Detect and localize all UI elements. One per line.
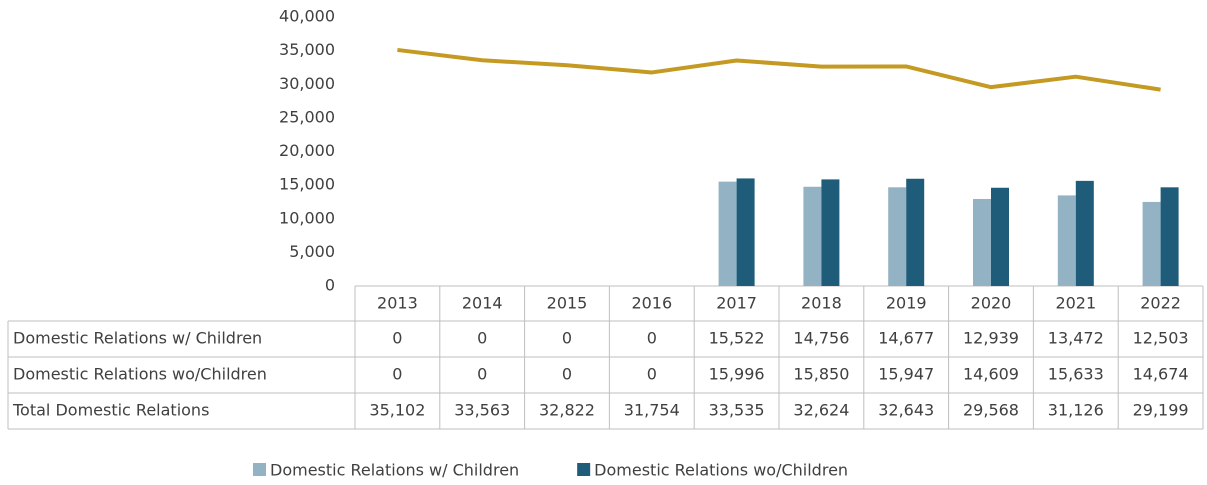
table-cell: 31,126 <box>1048 401 1104 420</box>
table-cell: 29,568 <box>963 401 1019 420</box>
y-tick-label: 25,000 <box>279 107 335 126</box>
bar <box>1142 201 1161 286</box>
table-cell: 0 <box>647 365 657 384</box>
y-tick-label: 10,000 <box>279 208 335 227</box>
table-cell: 31,754 <box>624 401 680 420</box>
bar <box>991 187 1009 286</box>
table-cell: 35,102 <box>369 401 425 420</box>
table-cell: 15,850 <box>793 365 849 384</box>
table-cell: 29,199 <box>1133 401 1189 420</box>
table-cell: 0 <box>477 329 487 348</box>
table-cell: 14,609 <box>963 365 1019 384</box>
y-tick-label: 0 <box>325 276 335 295</box>
table-cell: 0 <box>392 365 402 384</box>
legend-swatch <box>253 463 266 476</box>
table-row-header: Total Domestic Relations <box>12 401 209 420</box>
table-cell: 15,522 <box>709 329 765 348</box>
table-cell: 13,472 <box>1048 329 1104 348</box>
table-cell: 15,996 <box>709 365 765 384</box>
bar <box>718 181 737 286</box>
y-tick-label: 15,000 <box>279 175 335 194</box>
bar <box>1160 187 1179 286</box>
bar <box>888 187 907 286</box>
x-tick-label: 2020 <box>971 294 1012 313</box>
legend-label: Domestic Relations wo/Children <box>594 461 848 480</box>
table-cell: 0 <box>562 329 572 348</box>
table-cell: 12,939 <box>963 329 1019 348</box>
x-tick-label: 2021 <box>1055 294 1096 313</box>
table-cell: 32,643 <box>878 401 934 420</box>
table-cell: 15,947 <box>878 365 934 384</box>
y-tick-label: 35,000 <box>279 40 335 59</box>
table-cell: 32,624 <box>793 401 849 420</box>
x-tick-label: 2013 <box>377 294 418 313</box>
table-cell: 0 <box>647 329 657 348</box>
x-tick-label: 2015 <box>547 294 588 313</box>
table-cell: 0 <box>392 329 402 348</box>
bar <box>803 186 822 286</box>
table-cell: 0 <box>477 365 487 384</box>
table-cell: 14,756 <box>793 329 849 348</box>
x-tick-label: 2014 <box>462 294 503 313</box>
x-tick-label: 2019 <box>886 294 927 313</box>
table-cell: 33,535 <box>709 401 765 420</box>
x-tick-label: 2017 <box>716 294 757 313</box>
bar <box>821 179 840 286</box>
x-tick-label: 2016 <box>631 294 672 313</box>
bar <box>973 198 991 286</box>
table-cell: 33,563 <box>454 401 510 420</box>
table-cell: 15,633 <box>1048 365 1104 384</box>
y-tick-label: 20,000 <box>279 141 335 160</box>
bar <box>1057 195 1076 286</box>
x-tick-label: 2022 <box>1140 294 1181 313</box>
table-row-header: Domestic Relations wo/Children <box>13 365 267 384</box>
table-cell: 14,677 <box>878 329 934 348</box>
table-cell: 0 <box>562 365 572 384</box>
bar <box>906 178 925 286</box>
bar <box>736 178 755 286</box>
y-tick-label: 40,000 <box>279 7 335 26</box>
table-cell: 14,674 <box>1133 365 1189 384</box>
legend-label: Domestic Relations w/ Children <box>270 461 519 480</box>
bar <box>1075 180 1094 286</box>
table-cell: 12,503 <box>1133 329 1189 348</box>
x-tick-label: 2018 <box>801 294 842 313</box>
legend-swatch <box>577 463 591 476</box>
table-row-header: Domestic Relations w/ Children <box>13 329 262 348</box>
y-tick-label: 30,000 <box>279 74 335 93</box>
line <box>397 47 1161 92</box>
table-cell: 32,822 <box>539 401 595 420</box>
y-tick-label: 5,000 <box>289 242 335 261</box>
